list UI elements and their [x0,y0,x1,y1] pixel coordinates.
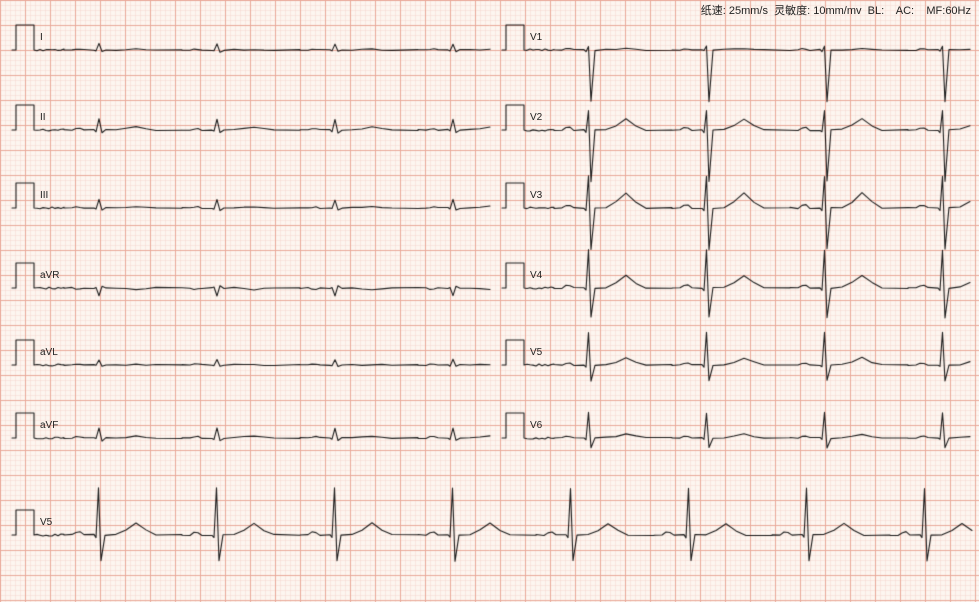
lead-label-i: I [40,32,43,43]
lead-label-v4: V4 [530,270,542,281]
lead-label-v3: V3 [530,190,542,201]
paper-speed-label: 纸速: [701,5,726,17]
mf-label: MF: [926,5,945,17]
lead-label-avl: aVL [40,347,58,358]
ecg-settings-header: 纸速: 25mm/s 灵敏度: 10mm/mv BL: AC: MF:60Hz [701,2,971,18]
lead-label-avr: aVR [40,270,59,281]
ac-label: AC: [896,5,914,17]
paper-speed-value: 25mm/s [729,5,768,17]
sensitivity-value: 10mm/mv [813,5,861,17]
sensitivity-label: 灵敏度: [774,5,810,17]
lead-label-ii: II [40,112,46,123]
lead-label-avf: aVF [40,420,58,431]
lead-label-v2: V2 [530,112,542,123]
ecg-strip: 纸速: 25mm/s 灵敏度: 10mm/mv BL: AC: MF:60Hz … [0,0,979,602]
ecg-traces [0,0,979,602]
lead-label-iii: III [40,190,48,201]
mf-value: 60Hz [945,5,971,17]
lead-label-v6: V6 [530,420,542,431]
lead-label-v5: V5 [530,347,542,358]
lead-label-v1: V1 [530,32,542,43]
lead-label-v5: V5 [40,517,52,528]
bl-label: BL: [868,5,885,17]
